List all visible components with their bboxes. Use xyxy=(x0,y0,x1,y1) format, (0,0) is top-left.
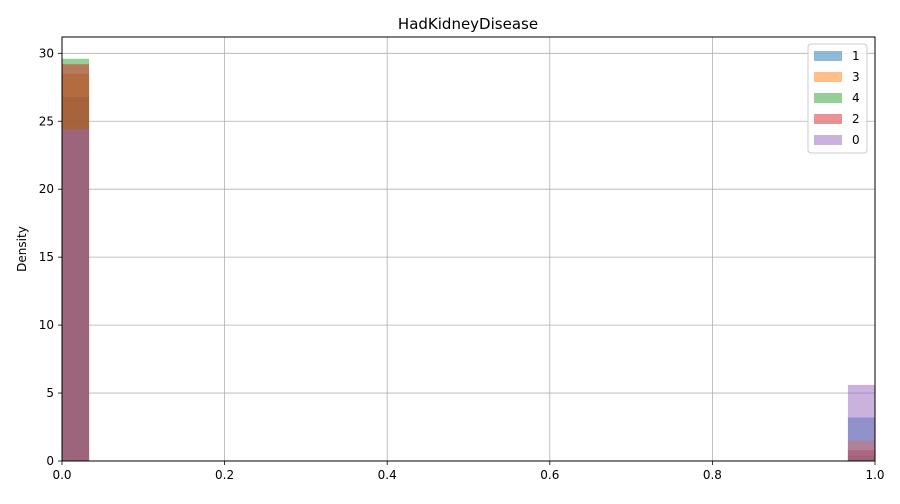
y-tick-label: 5 xyxy=(46,386,54,400)
x-tick-label: 0.2 xyxy=(215,468,234,482)
x-tick-label: 0.4 xyxy=(378,468,397,482)
legend-swatch xyxy=(814,72,842,82)
legend-label: 1 xyxy=(852,49,860,63)
y-tick-label: 10 xyxy=(39,318,54,332)
legend-label: 4 xyxy=(852,91,860,105)
x-tick-label: 0.8 xyxy=(703,468,722,482)
x-tick-label: 1.0 xyxy=(865,468,884,482)
histogram-bar-series-0 xyxy=(62,129,90,461)
legend-label: 2 xyxy=(852,112,860,126)
legend-swatch xyxy=(814,114,842,124)
y-tick-label: 15 xyxy=(39,250,54,264)
chart-title: HadKidneyDisease xyxy=(398,15,538,33)
y-axis-ticks: 0 5 10 15 20 25 30 xyxy=(39,46,62,468)
legend-label: 3 xyxy=(852,70,860,84)
y-tick-label: 25 xyxy=(39,114,54,128)
y-axis-label: Density xyxy=(15,226,29,272)
y-tick-label: 0 xyxy=(46,454,54,468)
plot-frame xyxy=(61,36,876,462)
histogram-bar-series-0 xyxy=(847,384,875,461)
histogram-bars xyxy=(62,58,875,462)
grid-lines xyxy=(61,37,876,462)
x-tick-label: 0.6 xyxy=(540,468,559,482)
x-axis-ticks: 0.0 0.2 0.4 0.6 0.8 1.0 xyxy=(52,461,885,482)
legend-swatch xyxy=(814,93,842,103)
y-tick-label: 20 xyxy=(39,182,54,196)
legend-swatch xyxy=(814,135,842,145)
y-tick-label: 30 xyxy=(39,46,54,60)
legend-swatch xyxy=(814,51,842,61)
legend: 1 3 4 2 0 xyxy=(807,43,868,154)
legend-label: 0 xyxy=(852,133,860,147)
x-tick-label: 0.0 xyxy=(52,468,71,482)
